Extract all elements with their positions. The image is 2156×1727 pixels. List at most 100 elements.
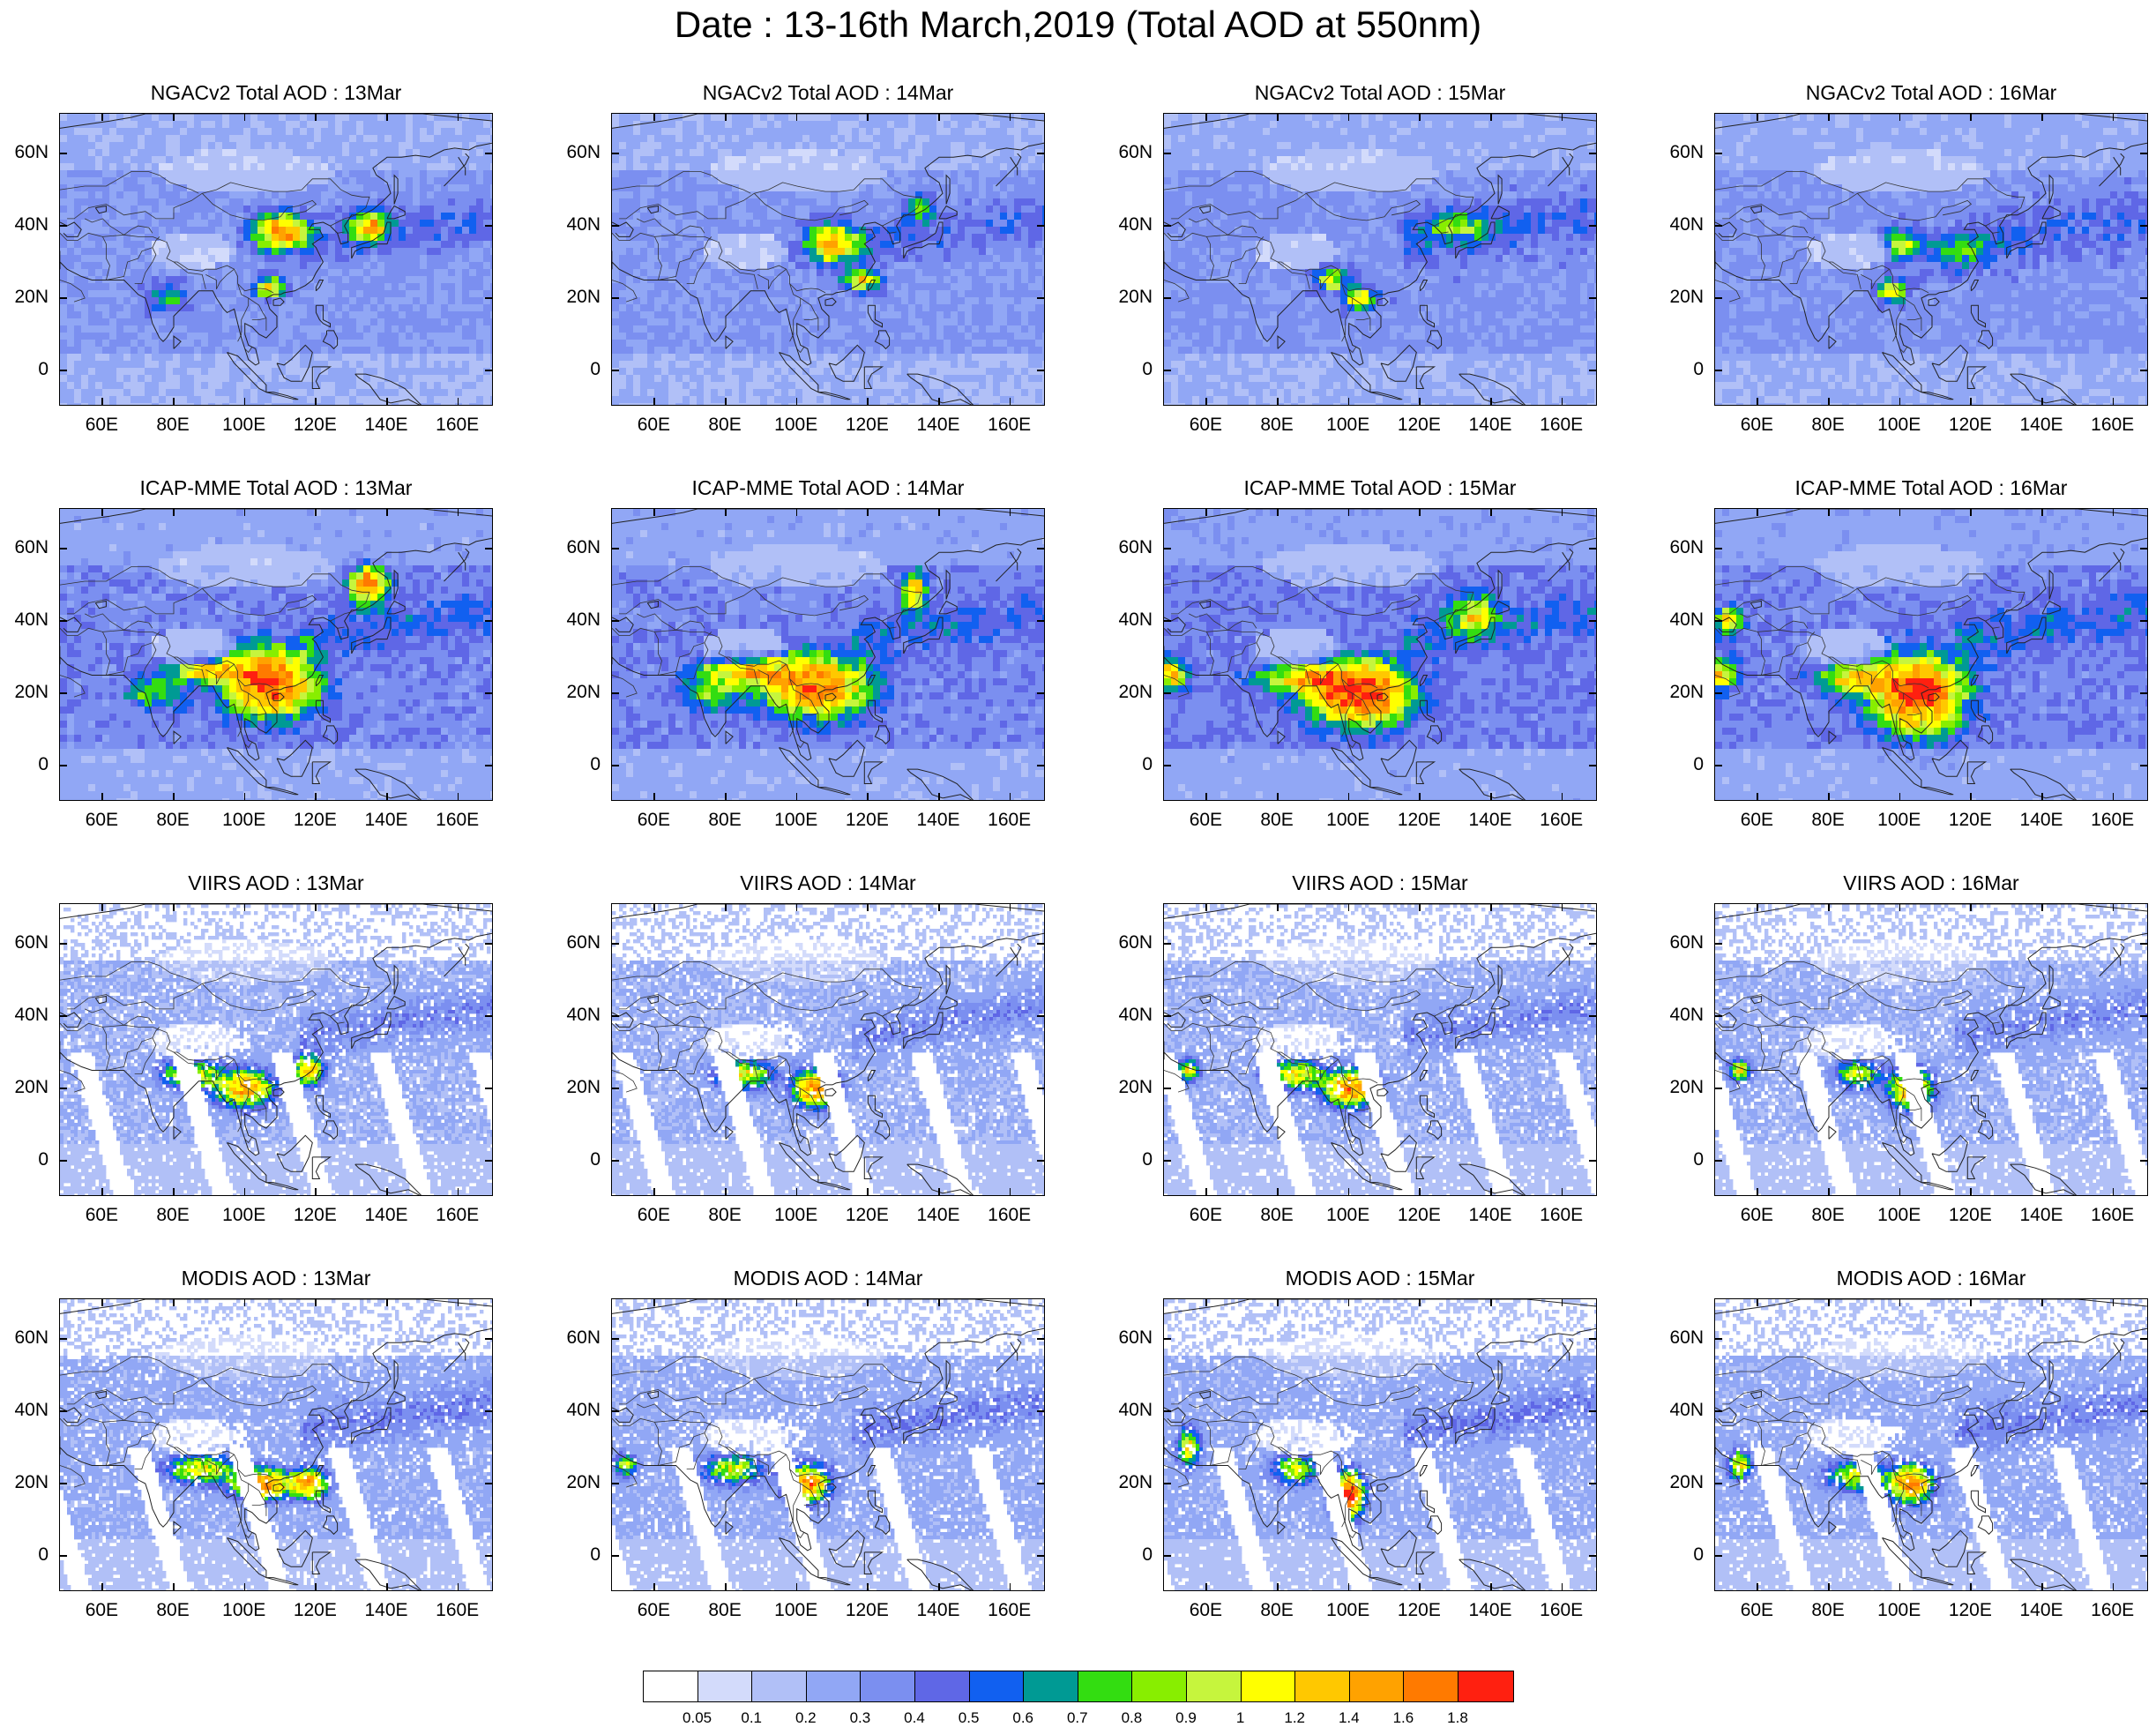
y-tick-mark xyxy=(2140,548,2148,550)
x-tick-mark xyxy=(1419,398,1421,406)
y-tick-mark xyxy=(2140,692,2148,694)
x-tick-mark xyxy=(2041,1583,2043,1591)
y-tick-label: 0 xyxy=(1651,1149,1704,1170)
x-tick-label: 100E xyxy=(1864,810,1935,831)
x-tick-mark xyxy=(1277,1583,1279,1591)
x-tick-label: 140E xyxy=(903,1205,974,1226)
x-tick-mark xyxy=(1757,1188,1758,1196)
x-tick-label: 160E xyxy=(1526,415,1597,436)
x-tick-mark xyxy=(458,1583,459,1591)
y-tick-mark xyxy=(1589,1483,1597,1484)
y-tick-mark xyxy=(2140,153,2148,154)
x-tick-label: 60E xyxy=(618,415,689,436)
aod-panel: MODIS AOD : 14Mar 60N 40N 20N 0 60E 80E 100E 120… xyxy=(611,1267,1045,1644)
aod-panel: NGACv2 Total AOD : 16Mar 60N 40N 20N 0 60E 80E… xyxy=(1714,81,2148,459)
x-tick-mark xyxy=(1205,793,1207,801)
aod-field xyxy=(60,1299,493,1591)
colorbar-box xyxy=(861,1671,915,1701)
aod-field xyxy=(1164,1299,1597,1591)
x-tick-mark xyxy=(101,508,103,516)
y-tick-mark xyxy=(1163,1555,1171,1557)
y-tick-mark xyxy=(611,153,619,154)
x-tick-mark xyxy=(725,793,727,801)
x-tick-mark xyxy=(1010,903,1011,911)
x-tick-label: 140E xyxy=(903,1600,974,1621)
x-tick-mark xyxy=(1010,793,1011,801)
aod-panel: ICAP-MME Total AOD : 16Mar 60N 40N 20N 0 60E 8… xyxy=(1714,476,2148,854)
x-tick-mark xyxy=(1419,1188,1421,1196)
y-tick-mark xyxy=(485,1555,493,1557)
x-tick-mark xyxy=(1419,1583,1421,1591)
x-tick-label: 100E xyxy=(1864,1600,1935,1621)
colorbar-label: 0.05 xyxy=(675,1709,720,1727)
y-tick-mark xyxy=(2140,1338,2148,1340)
y-tick-mark xyxy=(2140,765,2148,766)
x-tick-label: 80E xyxy=(1242,415,1312,436)
x-tick-label: 160E xyxy=(2078,810,2148,831)
x-tick-label: 120E xyxy=(832,810,902,831)
y-tick-mark xyxy=(59,1555,67,1557)
x-tick-mark xyxy=(2041,1298,2043,1306)
y-tick-mark xyxy=(59,765,67,766)
y-tick-mark xyxy=(611,370,619,371)
x-tick-mark xyxy=(653,398,655,406)
y-tick-mark xyxy=(1589,548,1597,550)
y-tick-label: 40N xyxy=(1651,214,1704,236)
x-tick-label: 140E xyxy=(1455,810,1526,831)
x-tick-mark xyxy=(1277,508,1279,516)
y-tick-mark xyxy=(611,1160,619,1162)
x-tick-mark xyxy=(315,398,317,406)
y-tick-label: 0 xyxy=(1100,754,1153,775)
x-tick-mark xyxy=(938,113,940,121)
x-tick-mark xyxy=(1828,903,1830,911)
x-tick-mark xyxy=(725,508,727,516)
map-frame xyxy=(59,1298,493,1591)
colorbar-label: 0.6 xyxy=(1001,1709,1045,1727)
y-tick-label: 20N xyxy=(1651,287,1704,308)
y-tick-label: 0 xyxy=(0,1544,48,1566)
y-tick-mark xyxy=(1037,692,1045,694)
y-tick-label: 40N xyxy=(548,609,601,631)
y-tick-label: 20N xyxy=(548,1077,601,1098)
colorbar-box xyxy=(1132,1671,1187,1701)
y-tick-mark xyxy=(611,1338,619,1340)
y-tick-label: 60N xyxy=(0,1327,48,1349)
y-tick-label: 0 xyxy=(1651,359,1704,380)
x-tick-mark xyxy=(1970,398,1972,406)
x-tick-mark xyxy=(1348,1188,1350,1196)
panel-title: NGACv2 Total AOD : 15Mar xyxy=(1163,81,1597,105)
y-tick-mark xyxy=(1163,1483,1171,1484)
x-tick-label: 100E xyxy=(1864,1205,1935,1226)
x-tick-mark xyxy=(653,793,655,801)
y-tick-mark xyxy=(1589,1088,1597,1089)
x-tick-mark xyxy=(1757,903,1758,911)
x-tick-label: 160E xyxy=(2078,415,2148,436)
y-tick-mark xyxy=(1714,1338,1722,1340)
aod-panel: NGACv2 Total AOD : 14Mar 60N 40N 20N 0 60E 80E… xyxy=(611,81,1045,459)
y-tick-mark xyxy=(1714,225,1722,227)
x-tick-label: 140E xyxy=(2006,1205,2077,1226)
y-tick-mark xyxy=(1163,153,1171,154)
panel-title: VIIRS AOD : 14Mar xyxy=(611,871,1045,895)
x-tick-label: 140E xyxy=(2006,1600,2077,1621)
y-tick-label: 60N xyxy=(1651,537,1704,558)
y-tick-mark xyxy=(2140,225,2148,227)
x-tick-label: 80E xyxy=(138,810,208,831)
x-tick-mark xyxy=(2113,1298,2115,1306)
aod-panel: ICAP-MME Total AOD : 15Mar 60N 40N 20N 0 60E 8… xyxy=(1163,476,1597,854)
x-tick-label: 160E xyxy=(2078,1600,2148,1621)
y-tick-mark xyxy=(59,620,67,622)
x-tick-mark xyxy=(2041,903,2043,911)
y-tick-mark xyxy=(1163,1338,1171,1340)
x-tick-label: 100E xyxy=(1313,1205,1384,1226)
y-tick-mark xyxy=(1037,1410,1045,1412)
x-tick-mark xyxy=(1277,113,1279,121)
x-tick-label: 160E xyxy=(974,810,1045,831)
y-tick-mark xyxy=(2140,1410,2148,1412)
y-tick-mark xyxy=(1163,1015,1171,1017)
map-frame xyxy=(611,508,1045,801)
x-tick-mark xyxy=(1419,793,1421,801)
x-tick-mark xyxy=(653,1583,655,1591)
x-tick-label: 100E xyxy=(209,810,280,831)
x-tick-mark xyxy=(1562,398,1563,406)
